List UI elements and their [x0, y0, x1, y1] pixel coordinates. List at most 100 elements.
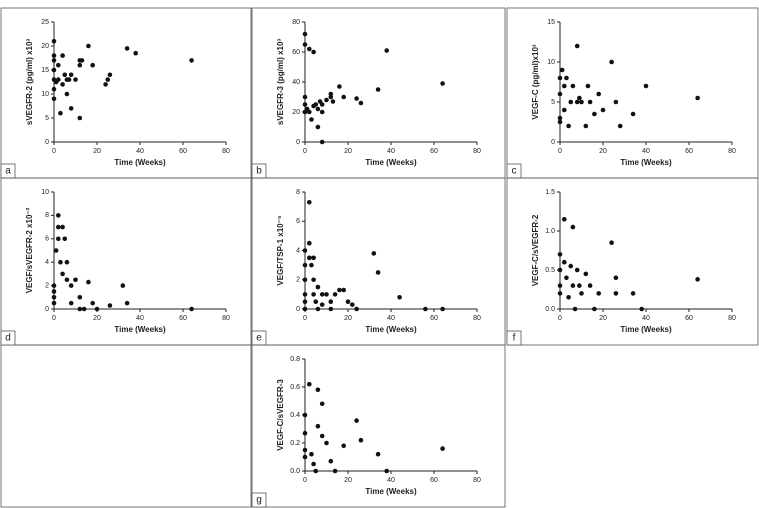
point: [375, 87, 381, 92]
point: [596, 91, 601, 97]
point: [579, 99, 584, 105]
point: [94, 306, 100, 312]
point: [302, 306, 308, 312]
point: [105, 77, 111, 82]
y-tick-label: 2: [296, 277, 300, 284]
point: [643, 83, 649, 89]
y-axis-label: VEGF/TSP-1 x10⁻⁵: [276, 215, 285, 285]
point: [56, 77, 61, 82]
panel-border: [251, 344, 506, 508]
point: [311, 277, 316, 283]
point: [440, 81, 445, 86]
point: [328, 94, 334, 100]
y-tick-label: 5: [45, 115, 49, 122]
y-tick-label: 20: [292, 109, 300, 116]
x-tick-label: 40: [136, 315, 144, 322]
point: [583, 123, 589, 129]
x-axis-label: Time (Weeks): [620, 325, 672, 334]
x-tick-label: 40: [387, 477, 395, 484]
y-tick-label: 15: [41, 67, 49, 74]
point: [315, 423, 321, 429]
point: [107, 303, 113, 308]
point: [559, 67, 565, 73]
panel-label: d: [5, 333, 11, 344]
x-tick-label: 60: [430, 477, 438, 484]
point: [570, 224, 576, 230]
point: [56, 236, 61, 242]
point: [56, 224, 61, 230]
x-tick-label: 60: [179, 315, 187, 322]
point: [60, 271, 65, 277]
point: [302, 248, 308, 253]
x-tick-label: 20: [93, 315, 101, 322]
y-tick-label: 0.4: [290, 412, 300, 419]
point: [345, 299, 351, 304]
point: [81, 306, 87, 312]
point: [313, 102, 319, 107]
y-tick-label: 15: [547, 19, 555, 26]
point: [617, 123, 623, 129]
y-tick-label: 0: [296, 139, 300, 146]
point: [324, 440, 329, 446]
point: [51, 58, 57, 63]
point: [68, 106, 74, 111]
x-tick-label: 0: [303, 477, 307, 484]
x-tick-label: 80: [728, 148, 736, 155]
point: [51, 86, 57, 92]
point: [319, 401, 325, 407]
y-tick-label: 80: [292, 19, 300, 26]
y-tick-label: 4: [45, 259, 49, 266]
point: [51, 67, 57, 73]
point: [354, 306, 359, 312]
point: [64, 259, 70, 265]
y-tick-label: 1.0: [545, 228, 555, 235]
point: [73, 77, 78, 82]
point: [350, 302, 355, 307]
point: [324, 97, 329, 103]
empty-panel: [0, 344, 252, 508]
panel-label: e: [256, 333, 262, 344]
x-tick-label: 80: [222, 148, 230, 155]
point: [609, 59, 614, 65]
point: [324, 292, 329, 297]
y-tick-label: 0.6: [290, 384, 300, 391]
point: [315, 306, 321, 312]
point: [583, 271, 589, 277]
point: [328, 299, 334, 304]
point: [90, 300, 95, 306]
x-tick-label: 20: [344, 148, 352, 155]
point: [330, 99, 336, 104]
point: [315, 387, 321, 393]
point: [562, 107, 567, 113]
point: [596, 291, 601, 296]
y-axis-label: sVEGFR-3 (pg/ml) x10³: [276, 39, 285, 126]
point: [574, 99, 580, 105]
point: [341, 94, 347, 100]
panel-border: [251, 7, 506, 179]
point: [630, 291, 636, 296]
point: [600, 107, 606, 113]
x-tick-label: 40: [387, 148, 395, 155]
point: [384, 468, 390, 474]
panel-border: [0, 7, 252, 179]
point: [592, 306, 597, 312]
x-tick-label: 60: [685, 315, 693, 322]
y-tick-label: 0: [45, 306, 49, 313]
point: [562, 259, 567, 265]
point: [319, 292, 325, 297]
point: [315, 106, 321, 112]
point: [307, 109, 312, 115]
point: [307, 46, 312, 52]
point: [319, 139, 325, 145]
point: [189, 306, 194, 312]
point: [440, 306, 445, 312]
point: [302, 42, 308, 47]
y-tick-label: 10: [41, 189, 49, 196]
point: [337, 84, 342, 89]
point: [58, 110, 63, 116]
point: [64, 91, 70, 97]
point: [639, 306, 644, 312]
point: [189, 58, 194, 63]
point: [423, 306, 428, 312]
point: [557, 283, 563, 288]
